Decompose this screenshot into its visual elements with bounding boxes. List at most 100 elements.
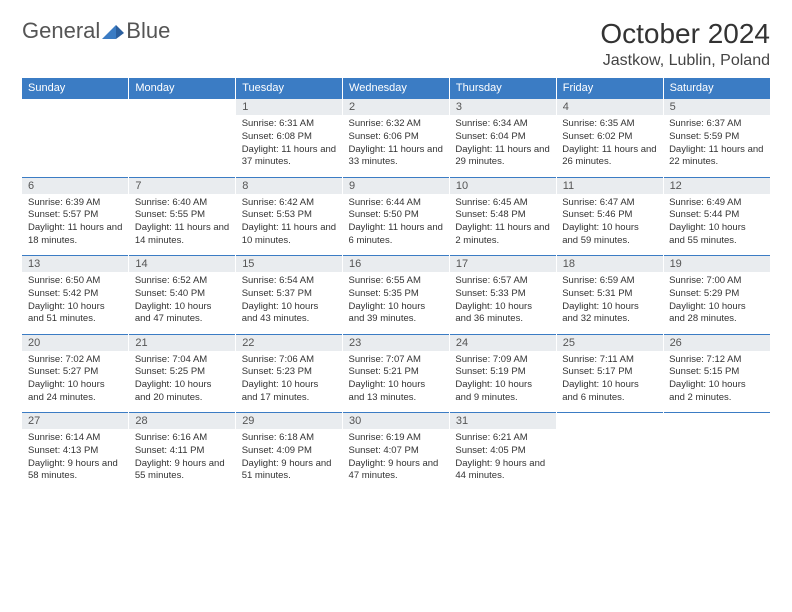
sunrise-text: Sunrise: 6:19 AM <box>349 432 444 445</box>
sunrise-text: Sunrise: 6:31 AM <box>242 118 337 131</box>
day-number: 8 <box>236 177 343 194</box>
sunrise-text: Sunrise: 6:52 AM <box>135 275 230 288</box>
daylight-text: Daylight: 10 hours and 6 minutes. <box>562 379 657 405</box>
day-number: 5 <box>663 99 770 116</box>
day-cell <box>663 429 770 491</box>
day-cell: Sunrise: 7:09 AMSunset: 5:19 PMDaylight:… <box>449 351 556 413</box>
logo-icon <box>102 21 124 41</box>
daylight-text: Daylight: 9 hours and 44 minutes. <box>455 458 550 484</box>
day-cell: Sunrise: 6:40 AMSunset: 5:55 PMDaylight:… <box>129 194 236 256</box>
sunrise-text: Sunrise: 6:50 AM <box>28 275 123 288</box>
day-cell: Sunrise: 6:34 AMSunset: 6:04 PMDaylight:… <box>449 115 556 177</box>
brand-logo: General Blue <box>22 18 170 44</box>
day-number <box>22 99 129 116</box>
day-cell: Sunrise: 6:57 AMSunset: 5:33 PMDaylight:… <box>449 272 556 334</box>
sunrise-text: Sunrise: 6:59 AM <box>562 275 657 288</box>
daylight-text: Daylight: 10 hours and 55 minutes. <box>669 222 764 248</box>
daylight-text: Daylight: 11 hours and 29 minutes. <box>455 144 550 170</box>
daylight-text: Daylight: 9 hours and 55 minutes. <box>135 458 230 484</box>
sunset-text: Sunset: 5:46 PM <box>562 209 657 222</box>
sunrise-text: Sunrise: 6:34 AM <box>455 118 550 131</box>
day-number <box>129 99 236 116</box>
day-number <box>556 413 663 430</box>
sunrise-text: Sunrise: 7:07 AM <box>349 354 444 367</box>
sunrise-text: Sunrise: 6:45 AM <box>455 197 550 210</box>
header-right: October 2024 Jastkow, Lublin, Poland <box>600 18 770 70</box>
sunset-text: Sunset: 5:19 PM <box>455 366 550 379</box>
brand-name-1: General <box>22 18 100 44</box>
sunset-text: Sunset: 5:15 PM <box>669 366 764 379</box>
day-number: 9 <box>343 177 450 194</box>
day-number: 29 <box>236 413 343 430</box>
daylight-text: Daylight: 9 hours and 47 minutes. <box>349 458 444 484</box>
day-cell: Sunrise: 7:00 AMSunset: 5:29 PMDaylight:… <box>663 272 770 334</box>
calendar-body: 12345Sunrise: 6:31 AMSunset: 6:08 PMDayl… <box>22 99 770 492</box>
sunset-text: Sunset: 6:06 PM <box>349 131 444 144</box>
daylight-text: Daylight: 11 hours and 6 minutes. <box>349 222 444 248</box>
sunrise-text: Sunrise: 6:40 AM <box>135 197 230 210</box>
day-cell <box>556 429 663 491</box>
day-number: 27 <box>22 413 129 430</box>
day-cell <box>129 115 236 177</box>
day-number-row: 12345 <box>22 99 770 116</box>
day-number-row: 20212223242526 <box>22 334 770 351</box>
sunset-text: Sunset: 5:21 PM <box>349 366 444 379</box>
sunset-text: Sunset: 5:33 PM <box>455 288 550 301</box>
sunset-text: Sunset: 4:05 PM <box>455 445 550 458</box>
day-cell: Sunrise: 6:21 AMSunset: 4:05 PMDaylight:… <box>449 429 556 491</box>
sunrise-text: Sunrise: 7:00 AM <box>669 275 764 288</box>
daylight-text: Daylight: 11 hours and 22 minutes. <box>669 144 764 170</box>
daylight-text: Daylight: 10 hours and 20 minutes. <box>135 379 230 405</box>
day-cell: Sunrise: 6:55 AMSunset: 5:35 PMDaylight:… <box>343 272 450 334</box>
day-number-row: 13141516171819 <box>22 256 770 273</box>
header: General Blue October 2024 Jastkow, Lubli… <box>22 18 770 70</box>
day-content-row: Sunrise: 7:02 AMSunset: 5:27 PMDaylight:… <box>22 351 770 413</box>
day-number: 12 <box>663 177 770 194</box>
daylight-text: Daylight: 11 hours and 18 minutes. <box>28 222 123 248</box>
day-number: 14 <box>129 256 236 273</box>
daylight-text: Daylight: 10 hours and 24 minutes. <box>28 379 123 405</box>
sunset-text: Sunset: 5:40 PM <box>135 288 230 301</box>
day-number: 17 <box>449 256 556 273</box>
weekday-header: Tuesday <box>236 78 343 99</box>
weekday-header: Monday <box>129 78 236 99</box>
day-content-row: Sunrise: 6:14 AMSunset: 4:13 PMDaylight:… <box>22 429 770 491</box>
sunrise-text: Sunrise: 7:04 AM <box>135 354 230 367</box>
day-number <box>663 413 770 430</box>
weekday-header: Friday <box>556 78 663 99</box>
sunset-text: Sunset: 6:02 PM <box>562 131 657 144</box>
day-number: 18 <box>556 256 663 273</box>
sunset-text: Sunset: 5:23 PM <box>242 366 337 379</box>
daylight-text: Daylight: 11 hours and 14 minutes. <box>135 222 230 248</box>
day-number: 15 <box>236 256 343 273</box>
page-title: October 2024 <box>600 18 770 50</box>
sunset-text: Sunset: 4:09 PM <box>242 445 337 458</box>
sunrise-text: Sunrise: 6:44 AM <box>349 197 444 210</box>
day-number: 13 <box>22 256 129 273</box>
daylight-text: Daylight: 10 hours and 13 minutes. <box>349 379 444 405</box>
sunrise-text: Sunrise: 6:14 AM <box>28 432 123 445</box>
day-cell: Sunrise: 7:11 AMSunset: 5:17 PMDaylight:… <box>556 351 663 413</box>
day-cell: Sunrise: 6:54 AMSunset: 5:37 PMDaylight:… <box>236 272 343 334</box>
day-cell: Sunrise: 6:49 AMSunset: 5:44 PMDaylight:… <box>663 194 770 256</box>
day-cell: Sunrise: 6:14 AMSunset: 4:13 PMDaylight:… <box>22 429 129 491</box>
daylight-text: Daylight: 10 hours and 28 minutes. <box>669 301 764 327</box>
daylight-text: Daylight: 10 hours and 17 minutes. <box>242 379 337 405</box>
day-cell: Sunrise: 6:35 AMSunset: 6:02 PMDaylight:… <box>556 115 663 177</box>
sunset-text: Sunset: 5:57 PM <box>28 209 123 222</box>
sunrise-text: Sunrise: 6:55 AM <box>349 275 444 288</box>
weekday-header: Wednesday <box>343 78 450 99</box>
sunrise-text: Sunrise: 6:21 AM <box>455 432 550 445</box>
daylight-text: Daylight: 10 hours and 32 minutes. <box>562 301 657 327</box>
day-number: 11 <box>556 177 663 194</box>
day-number: 25 <box>556 334 663 351</box>
daylight-text: Daylight: 10 hours and 43 minutes. <box>242 301 337 327</box>
sunrise-text: Sunrise: 7:11 AM <box>562 354 657 367</box>
sunrise-text: Sunrise: 7:06 AM <box>242 354 337 367</box>
day-cell: Sunrise: 6:44 AMSunset: 5:50 PMDaylight:… <box>343 194 450 256</box>
daylight-text: Daylight: 10 hours and 47 minutes. <box>135 301 230 327</box>
day-cell: Sunrise: 6:32 AMSunset: 6:06 PMDaylight:… <box>343 115 450 177</box>
day-cell: Sunrise: 6:16 AMSunset: 4:11 PMDaylight:… <box>129 429 236 491</box>
daylight-text: Daylight: 11 hours and 2 minutes. <box>455 222 550 248</box>
sunset-text: Sunset: 5:55 PM <box>135 209 230 222</box>
